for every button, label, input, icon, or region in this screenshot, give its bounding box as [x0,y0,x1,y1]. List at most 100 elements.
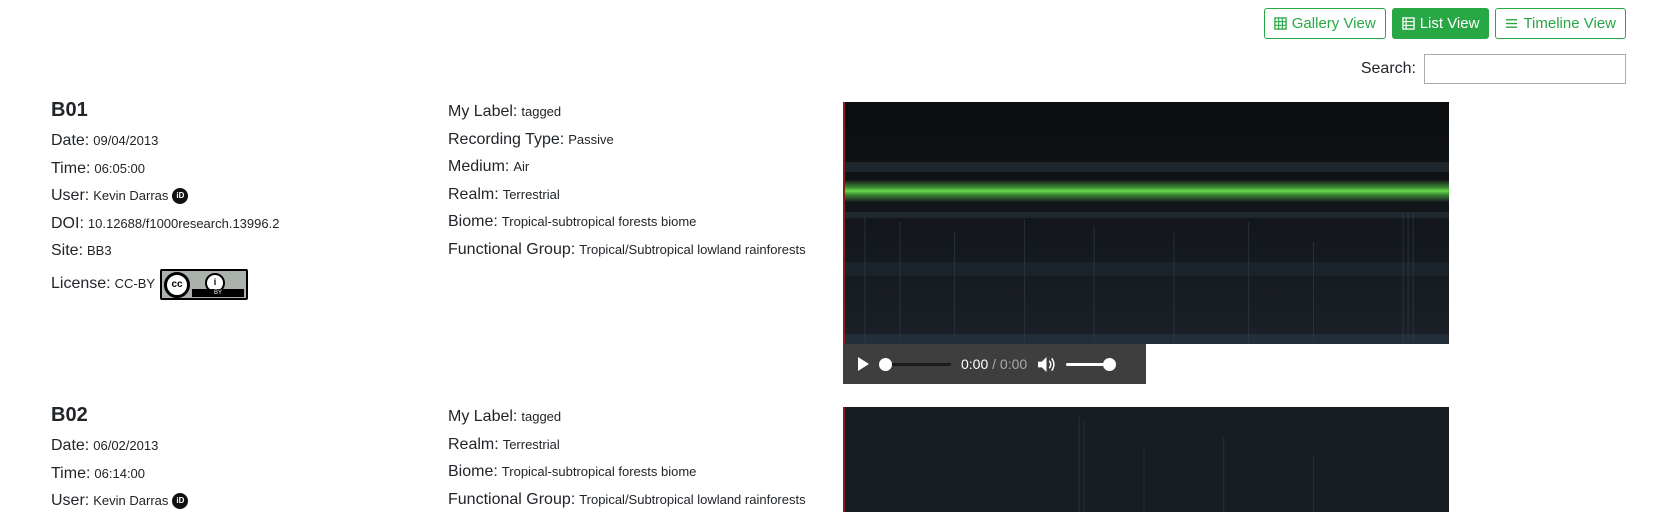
doi-key: DOI: [51,214,84,232]
date-value: 06/02/2013 [93,438,159,453]
license-value: CC-BY [114,276,156,292]
tag-key: Functional Group: [448,240,576,258]
volume-icon[interactable] [1037,356,1056,373]
tag-row: Biome: Tropical-subtropical forests biome [448,458,828,486]
search-label: Search: [1360,60,1416,77]
timeline-view-label: Timeline View [1523,15,1616,32]
tag-value: tagged [521,409,562,424]
date-value: 09/04/2013 [93,133,159,148]
user-key: User: [51,492,90,509]
tag-key: Biome: [448,213,498,230]
seek-slider[interactable] [879,357,951,371]
tag-key: Realm: [448,185,499,203]
cc-by-license-badge[interactable]: cc i BY [160,268,249,300]
user-value: Kevin Darras [93,188,169,203]
user-value: Kevin Darras [93,493,169,508]
time-key: Time: [51,159,91,177]
tag-key: My Label: [448,103,518,120]
tag-value: Tropical/Subtropical lowland rainforests [579,241,806,257]
tag-value: Terrestrial [502,436,560,452]
time-row: Time: 06:14:00 [51,460,391,488]
date-key: Date: [51,437,90,454]
time-value: 06:05:00 [94,160,146,176]
spectrogram-texture [864,212,1414,342]
spectrogram-graphic [845,102,1449,344]
tag-key: Recording Type: [448,130,565,148]
spectrogram-image[interactable] [843,407,1449,512]
tag-key: Functional Group: [448,490,576,508]
doi-value: 10.12688/f1000research.13996.2 [87,215,280,231]
tag-row: Realm: Terrestrial [448,431,828,459]
volume-knob[interactable] [1103,357,1117,371]
tag-row: Functional Group: Tropical/Subtropical lo… [448,486,828,512]
time-key: Time: [51,464,91,482]
tag-key: My Label: [448,408,518,425]
tag-key: Realm: [448,435,499,453]
volume-slider[interactable] [1066,357,1117,371]
audio-player: 0:00 / 0:00 [843,344,1146,384]
tag-row: My Label: tagged [448,403,828,431]
tag-row: Functional Group: Tropical/Subtropical lo… [448,236,828,264]
playback-time: 0:00 / 0:00 [961,356,1027,372]
recording-metadata: B01 Date: 09/04/2013 Time: 06:05:00 User: K… [51,98,391,300]
view-toggle-group: Gallery View List View Timeline View [1263,8,1626,39]
tag-row: Medium: Air [448,153,828,181]
cc-by-badge-text: BY [192,288,245,297]
doi-row: DOI: 10.12688/f1000research.13996.2 [51,210,391,238]
site-key: Site: [51,242,84,259]
cc-icon: cc [164,271,191,298]
search-input[interactable] [1424,54,1626,84]
tag-row: Recording Type: Passive [448,126,828,154]
tag-key: Medium: [448,158,510,175]
tag-row: Realm: Terrestrial [448,181,828,209]
gallery-view-label: Gallery View [1291,15,1376,32]
tag-value: Terrestrial [502,186,560,202]
timeline-icon [1506,19,1518,28]
user-row: User: Kevin Darras iD [51,182,391,210]
orcid-icon[interactable]: iD [172,187,189,204]
time-row: Time: 06:05:00 [51,155,391,183]
date-key: Date: [51,132,90,149]
license-row: License: CC-BY cc i BY [51,268,391,300]
list-view-button[interactable]: List View [1391,8,1490,39]
tag-value: Air [513,159,530,174]
recording-metadata: B02 Date: 06/02/2013 Time: 06:14:00 User: K… [51,403,391,512]
time-separator: / [992,356,997,372]
tag-value: Tropical-subtropical forests biome [501,214,697,229]
current-time: 0:00 [961,356,989,372]
list-view-label: List View [1419,15,1480,32]
spectrogram-image[interactable] [843,102,1449,344]
play-icon[interactable] [855,356,871,372]
recording-title: B02 [51,404,88,426]
tag-value: tagged [521,104,562,119]
site-value: BB3 [87,243,112,258]
list-icon [1401,17,1415,30]
spectrogram-graphic [845,407,1449,512]
tag-value: Passive [568,131,614,147]
recording-item: B01 Date: 09/04/2013 Time: 06:05:00 User: K… [0,98,1657,384]
user-key: User: [51,187,90,204]
time-value: 06:14:00 [94,465,146,481]
grid-icon [1274,17,1287,30]
tag-key: Biome: [448,463,498,480]
recording-tags: My Label: tagged Recording Type: Passive M… [448,98,828,263]
search-bar: Search: [1361,54,1626,84]
date-row: Date: 09/04/2013 [51,127,391,155]
gallery-view-button[interactable]: Gallery View [1263,8,1386,39]
recording-tags: My Label: tagged Realm: Terrestrial Biome:… [448,403,828,512]
recording-title: B01 [51,99,88,121]
site-row: Site: BB3 [51,237,391,265]
tag-row: My Label: tagged [448,98,828,126]
orcid-icon[interactable]: iD [172,492,189,509]
seek-knob[interactable] [879,357,892,371]
duration-time: 0:00 [999,356,1028,372]
spectrogram-texture [1078,417,1314,512]
date-row: Date: 06/02/2013 [51,432,391,460]
tag-value: Tropical/Subtropical lowland rainforests [579,491,806,507]
recording-item: B02 Date: 06/02/2013 Time: 06:14:00 User: K… [0,403,1657,512]
tag-row: Biome: Tropical-subtropical forests biome [448,208,828,236]
timeline-view-button[interactable]: Timeline View [1495,8,1626,39]
license-key: License: [51,275,111,293]
user-row: User: Kevin Darras iD [51,487,391,512]
tag-value: Tropical-subtropical forests biome [501,464,697,479]
